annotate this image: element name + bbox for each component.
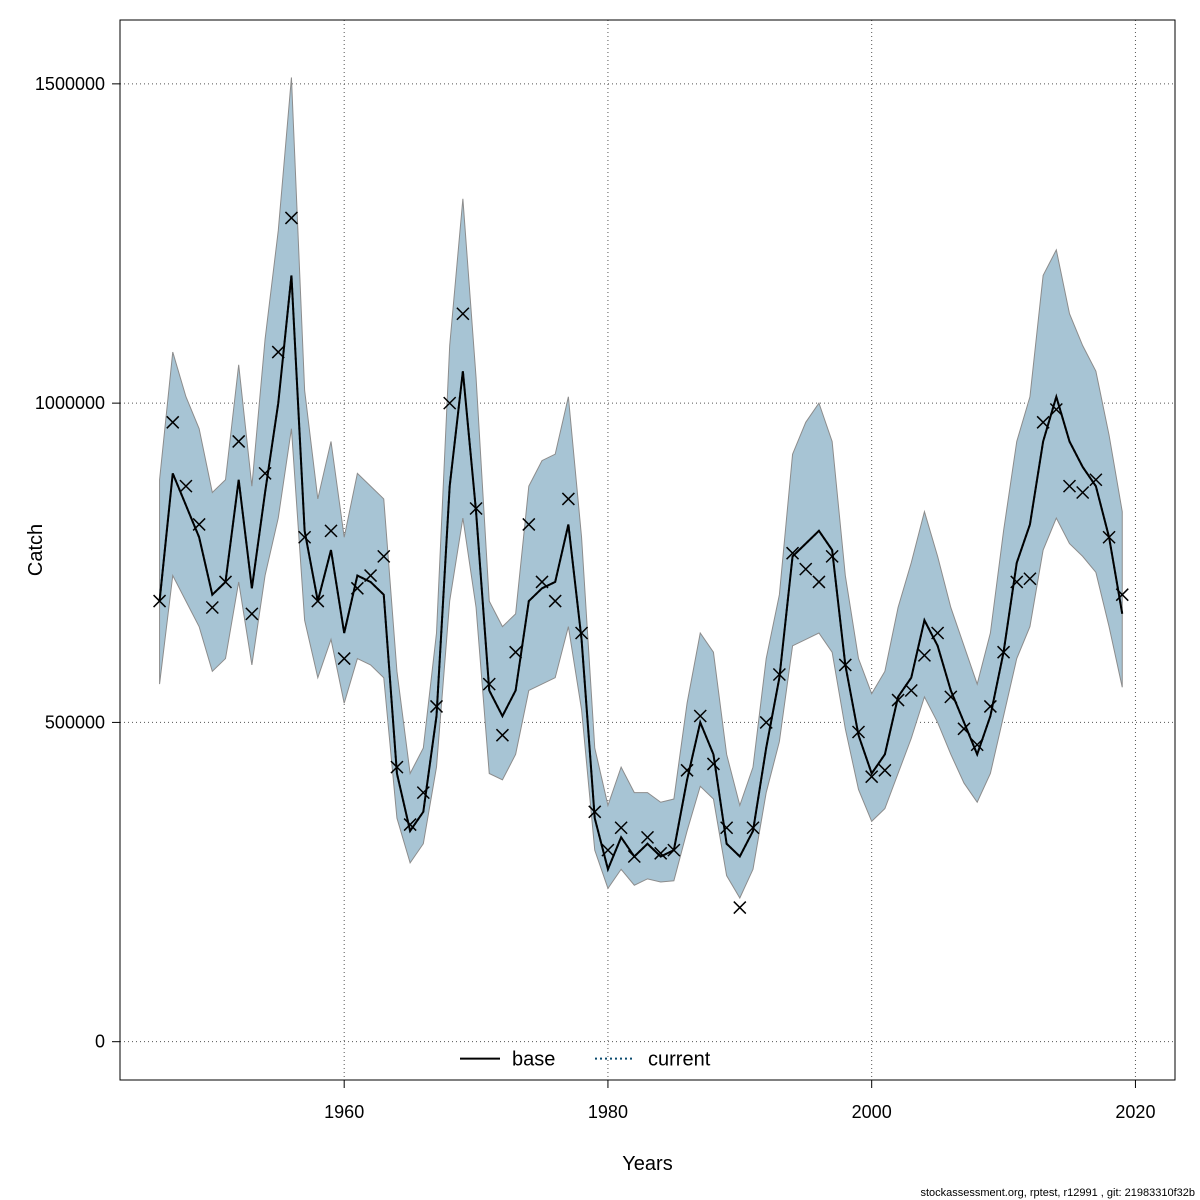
legend-current-label: current	[648, 1049, 711, 1071]
observed-point	[680, 763, 694, 777]
confidence-band-layer	[159, 77, 1123, 900]
observed-point	[1010, 575, 1024, 589]
observed-point	[825, 549, 839, 563]
observed-point	[232, 434, 246, 448]
observed-point	[693, 709, 707, 723]
observed-point	[443, 396, 457, 410]
observed-point	[931, 626, 945, 640]
observed-point	[1102, 530, 1116, 544]
x-tick-label: 2000	[852, 1102, 892, 1122]
observed-point	[997, 645, 1011, 659]
x-axis: 1960 1980 2000 2020	[324, 1080, 1155, 1122]
observed-point	[284, 211, 298, 225]
x-tick-label: 1960	[324, 1102, 364, 1122]
observed-point	[535, 575, 549, 589]
observed-point	[983, 699, 997, 713]
observed-point	[904, 683, 918, 698]
y-axis: 0 500000 1000000 1500000	[35, 74, 120, 1052]
observed-point	[891, 693, 905, 707]
y-axis-title: Catch	[25, 524, 47, 576]
observed-point	[522, 517, 536, 531]
observed-point	[377, 549, 391, 563]
observed-point	[588, 805, 602, 819]
observed-point	[192, 517, 206, 531]
y-tick-label: 0	[95, 1032, 105, 1052]
observed-point	[337, 652, 351, 666]
observed-point	[786, 546, 800, 560]
observed-point	[1023, 572, 1037, 586]
observed-point	[416, 786, 430, 800]
observed-point	[218, 575, 233, 589]
observed-point	[561, 492, 575, 506]
y-tick-label: 1500000	[35, 74, 105, 94]
observed-point	[324, 524, 338, 538]
observed-markers-layer	[153, 211, 1129, 915]
observed-point	[179, 479, 193, 493]
observed-point	[364, 569, 378, 583]
observed-point	[205, 600, 219, 615]
observed-point	[917, 648, 931, 662]
observed-point	[509, 645, 523, 659]
observed-point	[469, 501, 483, 516]
observed-point	[957, 722, 971, 736]
observed-point	[271, 345, 285, 359]
observed-point	[311, 594, 325, 608]
observed-point	[851, 725, 866, 739]
observed-point	[548, 594, 562, 608]
observed-point	[667, 843, 681, 857]
legend: base current	[460, 1049, 711, 1071]
observed-point	[627, 849, 641, 864]
footer-credit: stockassessment.org, rptest, r12991 , gi…	[920, 1187, 1195, 1199]
observed-point	[720, 821, 734, 835]
observed-point	[350, 581, 364, 595]
observed-point	[706, 757, 720, 771]
grid-lines	[120, 20, 1175, 1080]
series-line-base	[158, 275, 1124, 873]
observed-point	[1062, 479, 1077, 493]
observed-point	[759, 715, 773, 729]
observed-point	[944, 690, 958, 704]
observed-point	[601, 843, 615, 857]
observed-point	[403, 818, 417, 832]
confidence-band	[159, 77, 1123, 900]
plot-frame	[119, 19, 1176, 1081]
observed-point	[614, 821, 628, 835]
observed-point	[1036, 415, 1050, 429]
observed-point	[812, 575, 826, 589]
observed-point	[482, 677, 496, 691]
x-tick-label: 1980	[588, 1102, 628, 1122]
y-tick-label: 500000	[45, 712, 105, 732]
observed-point	[865, 770, 879, 784]
observed-point	[799, 562, 813, 576]
observed-point	[429, 699, 444, 713]
observed-point	[390, 760, 404, 774]
observed-point	[495, 728, 509, 742]
observed-point	[166, 415, 180, 429]
observed-point	[575, 626, 589, 640]
observed-point	[838, 658, 852, 672]
observed-point	[733, 901, 747, 915]
x-tick-label: 2020	[1115, 1102, 1155, 1122]
observed-point	[772, 667, 786, 682]
observed-point	[245, 607, 259, 621]
series-lines-layer	[158, 275, 1124, 873]
observed-point	[298, 530, 312, 544]
observed-point	[746, 821, 760, 835]
observed-point	[1115, 588, 1129, 602]
observed-point	[970, 738, 984, 752]
observed-point	[878, 763, 892, 777]
observed-point	[153, 594, 167, 608]
observed-point	[1089, 473, 1103, 487]
observed-point	[456, 307, 470, 321]
observed-point	[1049, 402, 1063, 417]
observed-point	[1076, 485, 1090, 500]
observed-point	[640, 830, 655, 844]
x-axis-title: Years	[622, 1153, 672, 1175]
observed-point	[258, 466, 272, 480]
legend-base-label: base	[512, 1049, 555, 1071]
y-tick-label: 1000000	[35, 393, 105, 413]
observed-point	[654, 846, 668, 860]
